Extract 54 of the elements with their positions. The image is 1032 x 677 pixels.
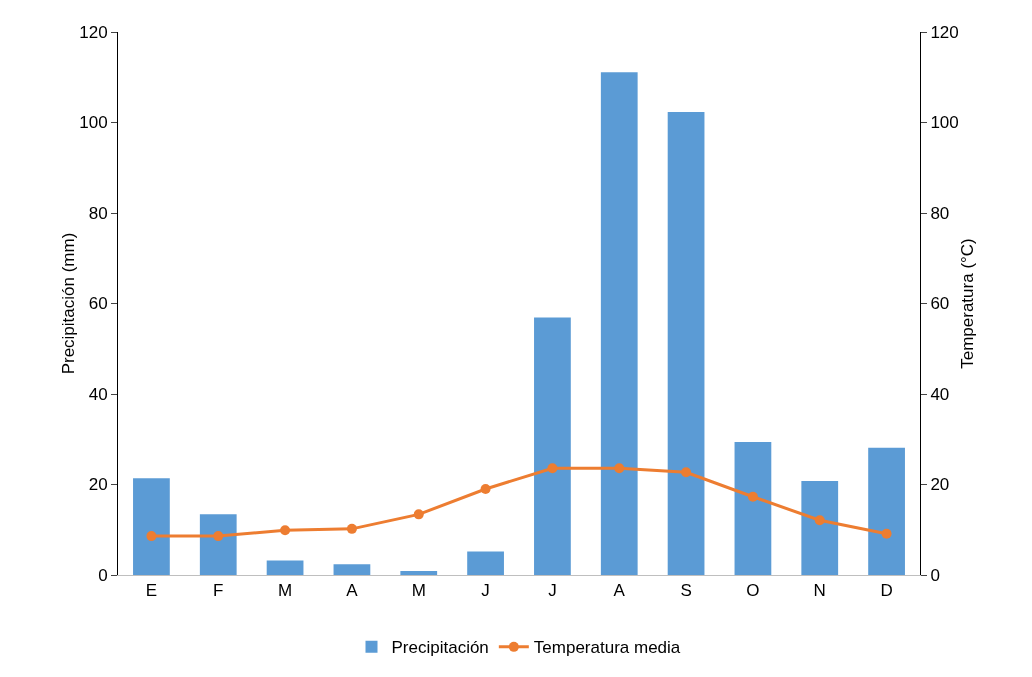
x-tick-label: E	[145, 581, 158, 601]
point	[747, 491, 758, 502]
bar	[199, 514, 237, 575]
point	[814, 515, 825, 526]
y-tick-label: 20	[88, 475, 108, 495]
x-tick-label: O	[746, 581, 760, 601]
y2-tick-label: 0	[930, 565, 940, 585]
point	[280, 525, 291, 536]
x-tick-label: F	[213, 581, 224, 601]
bar	[467, 551, 504, 575]
x-tick-label: A	[613, 581, 626, 601]
x-tick-label: J	[548, 581, 557, 601]
x-tick-label: N	[813, 581, 826, 601]
bar	[600, 72, 638, 575]
point	[146, 531, 157, 542]
y2-tick-label: 80	[930, 203, 950, 223]
point	[614, 463, 625, 474]
point	[480, 484, 491, 495]
y-tick-label: 120	[79, 22, 108, 42]
x-tick-label: A	[346, 581, 359, 601]
bar	[734, 441, 772, 575]
bar	[266, 560, 304, 575]
x-tick-label: J	[481, 581, 490, 601]
point	[346, 523, 357, 534]
bar	[868, 447, 905, 575]
y-tick-label: 100	[79, 113, 108, 133]
legend-label: Temperatura media	[533, 638, 681, 658]
bar	[333, 564, 371, 575]
y2-axis-title: Temperatura (°C)	[957, 238, 977, 369]
y2-tick-label: 60	[930, 294, 950, 314]
bar	[400, 570, 438, 575]
y-tick-label: 80	[88, 203, 108, 223]
bar	[133, 478, 170, 575]
y-tick-label: 0	[98, 565, 108, 585]
x-tick-label: M	[411, 581, 426, 601]
y2-tick-label: 20	[930, 475, 950, 495]
y2-tick-label: 40	[930, 384, 950, 404]
y-tick-label: 40	[88, 384, 108, 404]
x-tick-label: S	[680, 581, 692, 601]
point	[213, 531, 224, 542]
x-tick-label: M	[277, 581, 293, 601]
legend-label: Precipitación	[391, 638, 489, 658]
x-tick-label: D	[880, 581, 893, 601]
point	[547, 463, 558, 474]
y2-tick-label: 100	[930, 113, 959, 133]
bar	[667, 112, 705, 575]
point	[681, 467, 692, 478]
point	[413, 509, 424, 520]
bar	[534, 317, 571, 575]
y2-tick-label: 120	[930, 22, 959, 42]
bar	[801, 480, 839, 575]
y-axis-title: Precipitación (mm)	[59, 232, 78, 375]
y-tick-label: 60	[88, 294, 108, 314]
point	[881, 528, 892, 539]
